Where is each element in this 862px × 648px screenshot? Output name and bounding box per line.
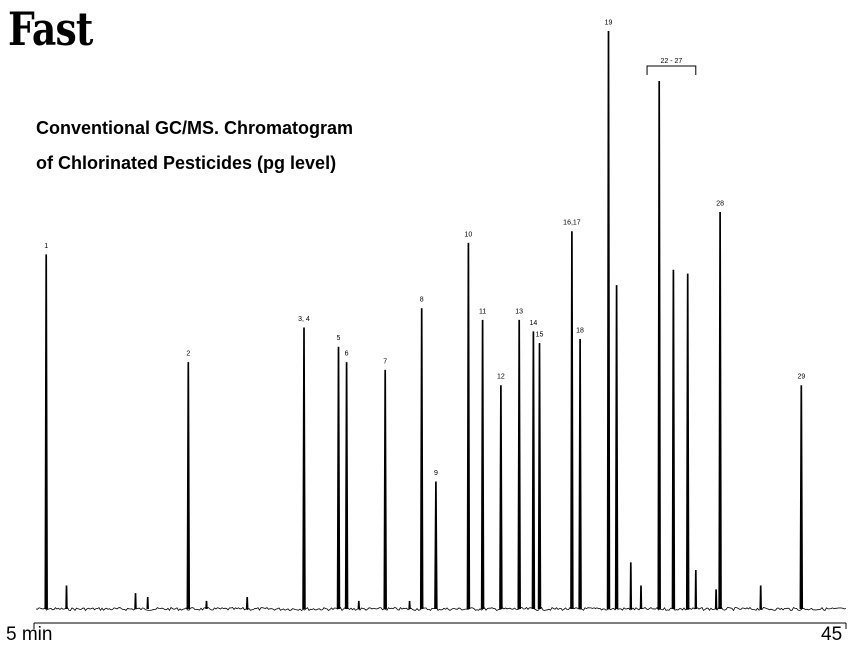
peak-label: 14 xyxy=(529,320,537,327)
peak-label: 9 xyxy=(434,470,438,477)
peak-label: 19 xyxy=(605,20,613,27)
peak-11 xyxy=(480,319,485,610)
peak-unlabeled-20 xyxy=(685,273,690,610)
x-axis-end-label: 45 xyxy=(821,624,843,645)
peak-unlabeled-19 xyxy=(671,269,676,610)
peak-19 xyxy=(606,31,611,610)
subtitle-line-1: Conventional GC/MS. Chromatogram xyxy=(36,118,354,138)
peak-label: 29 xyxy=(797,374,805,381)
peak-unlabeled-17 xyxy=(614,285,619,610)
peak-label: 2 xyxy=(186,351,190,358)
peak-label: 15 xyxy=(536,331,544,338)
peak-label: 10 xyxy=(465,231,473,238)
minor-peak xyxy=(146,597,149,610)
peak-label: 7 xyxy=(383,358,387,365)
peak-29 xyxy=(799,385,804,610)
peak-14 xyxy=(531,331,536,610)
peak-13 xyxy=(517,319,521,610)
peak-label: 16,17 xyxy=(563,220,581,227)
peak-5 xyxy=(336,346,341,610)
bracket-line xyxy=(646,65,697,75)
peak-7 xyxy=(383,369,387,610)
peak-label: 18 xyxy=(576,328,584,335)
peak-label: 3, 4 xyxy=(298,316,310,323)
peak-2 xyxy=(186,362,191,610)
peak-1 xyxy=(44,254,48,610)
peak-16-17 xyxy=(570,231,574,610)
minor-peak xyxy=(65,585,68,610)
minor-peak xyxy=(639,585,643,610)
peak-10 xyxy=(466,242,471,610)
minor-peak xyxy=(714,589,718,610)
minor-peak xyxy=(694,570,698,610)
minor-peak xyxy=(245,597,249,610)
peak-label: 28 xyxy=(716,200,724,207)
x-axis-start-label: 5 min xyxy=(6,624,53,645)
minor-peak xyxy=(357,600,361,610)
peak-group-bracket: 22 - 27 xyxy=(646,58,697,75)
minor-peak xyxy=(759,585,762,610)
minor-peak xyxy=(205,600,208,610)
peak-label: 8 xyxy=(420,297,424,304)
peak-8 xyxy=(419,308,424,610)
peak-label: 11 xyxy=(479,308,486,315)
peak-18 xyxy=(578,339,582,610)
peak-12 xyxy=(499,385,503,610)
peak-label: 6 xyxy=(345,351,349,358)
peak-9 xyxy=(434,481,438,610)
subtitle-line-2: of Chlorinated Pesticides (pg level) xyxy=(36,153,337,173)
peak-unlabeled-18 xyxy=(657,81,661,610)
headline: Fast xyxy=(8,2,93,56)
peak-6 xyxy=(344,362,349,610)
chromatogram-trace xyxy=(35,31,847,612)
peak-label: 12 xyxy=(497,374,505,381)
baseline xyxy=(35,606,847,612)
minor-peak xyxy=(629,562,633,610)
peak-label: 5 xyxy=(337,335,341,342)
minor-peak xyxy=(134,593,137,610)
peak-label: 13 xyxy=(515,308,523,315)
peak-15 xyxy=(537,342,542,610)
peak-label: 1 xyxy=(44,243,48,250)
peak-28 xyxy=(718,211,722,610)
bracket-label: 22 - 27 xyxy=(661,58,683,65)
peak-3-4 xyxy=(302,327,306,610)
minor-peak xyxy=(408,600,411,610)
